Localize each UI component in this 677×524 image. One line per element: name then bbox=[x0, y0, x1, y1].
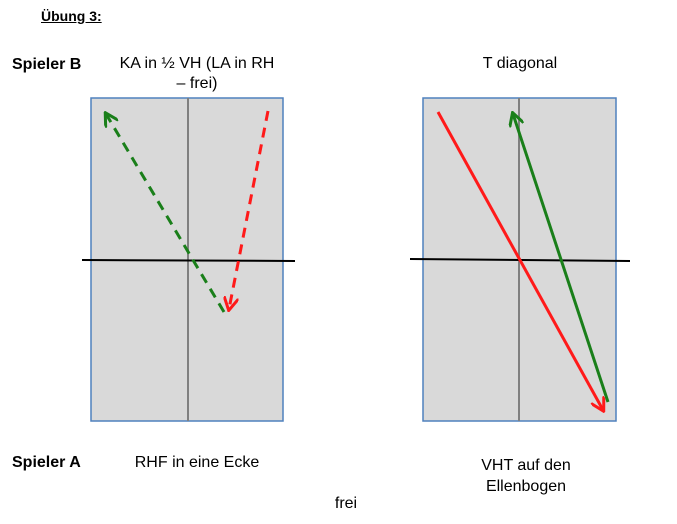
right-bottom-caption-line2: Ellenbogen bbox=[485, 478, 567, 495]
left-net bbox=[81, 259, 296, 262]
right-bottom-caption-line1: VHT auf den bbox=[481, 457, 571, 474]
right-table bbox=[409, 97, 631, 422]
player-b-label: Spieler B bbox=[12, 56, 82, 73]
right-red-arrow bbox=[436, 111, 603, 410]
exercise-title: Übung 3: bbox=[41, 8, 102, 24]
right-top-caption: T diagonal bbox=[482, 55, 558, 72]
right-green-arrow bbox=[513, 114, 610, 403]
left-green-dashed-arrow bbox=[106, 114, 226, 313]
left-top-caption-line1: KA in ½ VH (LA in RH bbox=[119, 55, 275, 72]
footer-text: frei bbox=[334, 495, 358, 512]
player-a-label: Spieler A bbox=[12, 454, 81, 471]
left-bottom-caption: RHF in eine Ecke bbox=[134, 454, 260, 471]
left-table bbox=[81, 97, 296, 422]
left-top-caption-line2: – frei) bbox=[176, 75, 218, 92]
